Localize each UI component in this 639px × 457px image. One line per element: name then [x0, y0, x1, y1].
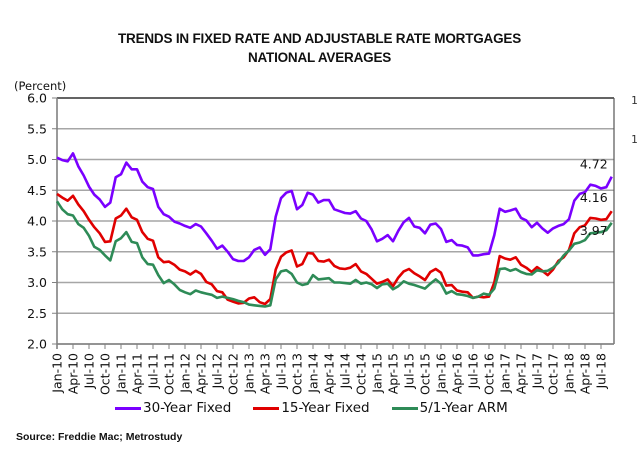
x-tick-label: Apr-14 — [322, 353, 337, 394]
legend-item-30-year-fixed: 30-Year Fixed — [115, 400, 231, 416]
y-tick-label: 4.0 — [27, 214, 47, 229]
x-tick-label: Jan-10 — [50, 353, 65, 394]
x-tick-label: Jul-11 — [146, 353, 161, 390]
legend-item-5-1-year-arm: 5/1-Year ARM — [391, 400, 508, 416]
x-tick-label: Jan-17 — [498, 353, 513, 394]
end-value-label: 4.72 — [580, 157, 608, 172]
x-tick-label: Apr-18 — [578, 353, 593, 394]
cropped-text-fragment: 1 — [631, 133, 638, 146]
series-line — [55, 200, 613, 308]
x-tick-label: Jul-10 — [82, 353, 97, 390]
cropped-text-fragment: 1 — [631, 94, 638, 107]
y-tick-label: 2.5 — [27, 306, 47, 321]
series-line — [56, 152, 613, 263]
x-tick-label: Jan-12 — [178, 353, 193, 394]
x-tick-label: Jul-17 — [530, 353, 545, 390]
x-tick-label: Jan-15 — [370, 353, 385, 394]
x-tick-label: Jul-16 — [466, 353, 481, 390]
x-tick-label: Jul-15 — [402, 353, 417, 390]
legend-swatch — [253, 406, 280, 410]
x-tick-label: Apr-13 — [258, 353, 273, 394]
series-line — [56, 192, 613, 306]
y-tick-label: 5.0 — [27, 152, 47, 167]
x-tick-label: Apr-10 — [66, 353, 81, 394]
legend: 30-Year Fixed 15-Year Fixed 5/1-Year ARM — [115, 400, 508, 416]
legend-swatch — [391, 406, 418, 410]
y-axis-label: (Percent) — [14, 79, 67, 93]
x-tick-label: Jul-18 — [594, 353, 609, 390]
y-tick-label: 3.0 — [27, 275, 47, 290]
x-tick-label: Apr-16 — [450, 353, 465, 394]
x-tick-label: Oct-15 — [418, 353, 433, 395]
x-tick-label: Jan-13 — [242, 353, 257, 394]
x-tick-label: Oct-13 — [290, 353, 305, 395]
y-tick-label: 2.0 — [27, 337, 47, 352]
x-tick-label: Jan-16 — [434, 353, 449, 394]
y-tick-label: 4.5 — [27, 183, 47, 198]
x-tick-label: Jul-14 — [338, 353, 353, 390]
x-tick-label: Jan-14 — [306, 353, 321, 394]
y-tick-label: 3.5 — [27, 244, 47, 259]
x-tick-label: Apr-15 — [386, 353, 401, 394]
x-tick-label: Jan-11 — [114, 353, 129, 394]
y-tick-label: 5.5 — [27, 121, 47, 136]
x-tick-label: Apr-17 — [514, 353, 529, 394]
legend-label: 30-Year Fixed — [143, 400, 232, 416]
x-tick-label: Jul-13 — [274, 353, 289, 390]
x-tick-label: Apr-11 — [130, 353, 145, 394]
end-value-label: 4.16 — [580, 190, 608, 205]
x-tick-label: Oct-17 — [546, 353, 561, 395]
chart-title: TRENDS IN FIXED RATE AND ADJUSTABLE RATE… — [117, 31, 521, 46]
x-tick-label: Oct-10 — [98, 353, 113, 395]
legend-label: 15-Year Fixed — [281, 400, 370, 416]
x-tick-label: Oct-14 — [354, 353, 369, 395]
source-note: Source: Freddie Mac; Metrostudy — [16, 431, 183, 443]
x-tick-label: Jan-18 — [562, 353, 577, 394]
legend-swatch — [115, 406, 141, 410]
x-tick-label: Oct-12 — [226, 353, 241, 395]
x-tick-label: Oct-16 — [482, 353, 497, 395]
x-tick-label: Oct-11 — [162, 353, 177, 395]
x-tick-label: Jul-12 — [210, 353, 225, 390]
legend-item-15-year-fixed: 15-Year Fixed — [253, 400, 370, 416]
x-tick-label: Apr-12 — [194, 353, 209, 394]
y-tick-label: 6.0 — [27, 91, 47, 106]
end-value-label: 3.97 — [580, 223, 608, 238]
legend-label: 5/1-Year ARM — [419, 400, 508, 416]
chart-subtitle: NATIONAL AVERAGES — [247, 50, 392, 65]
